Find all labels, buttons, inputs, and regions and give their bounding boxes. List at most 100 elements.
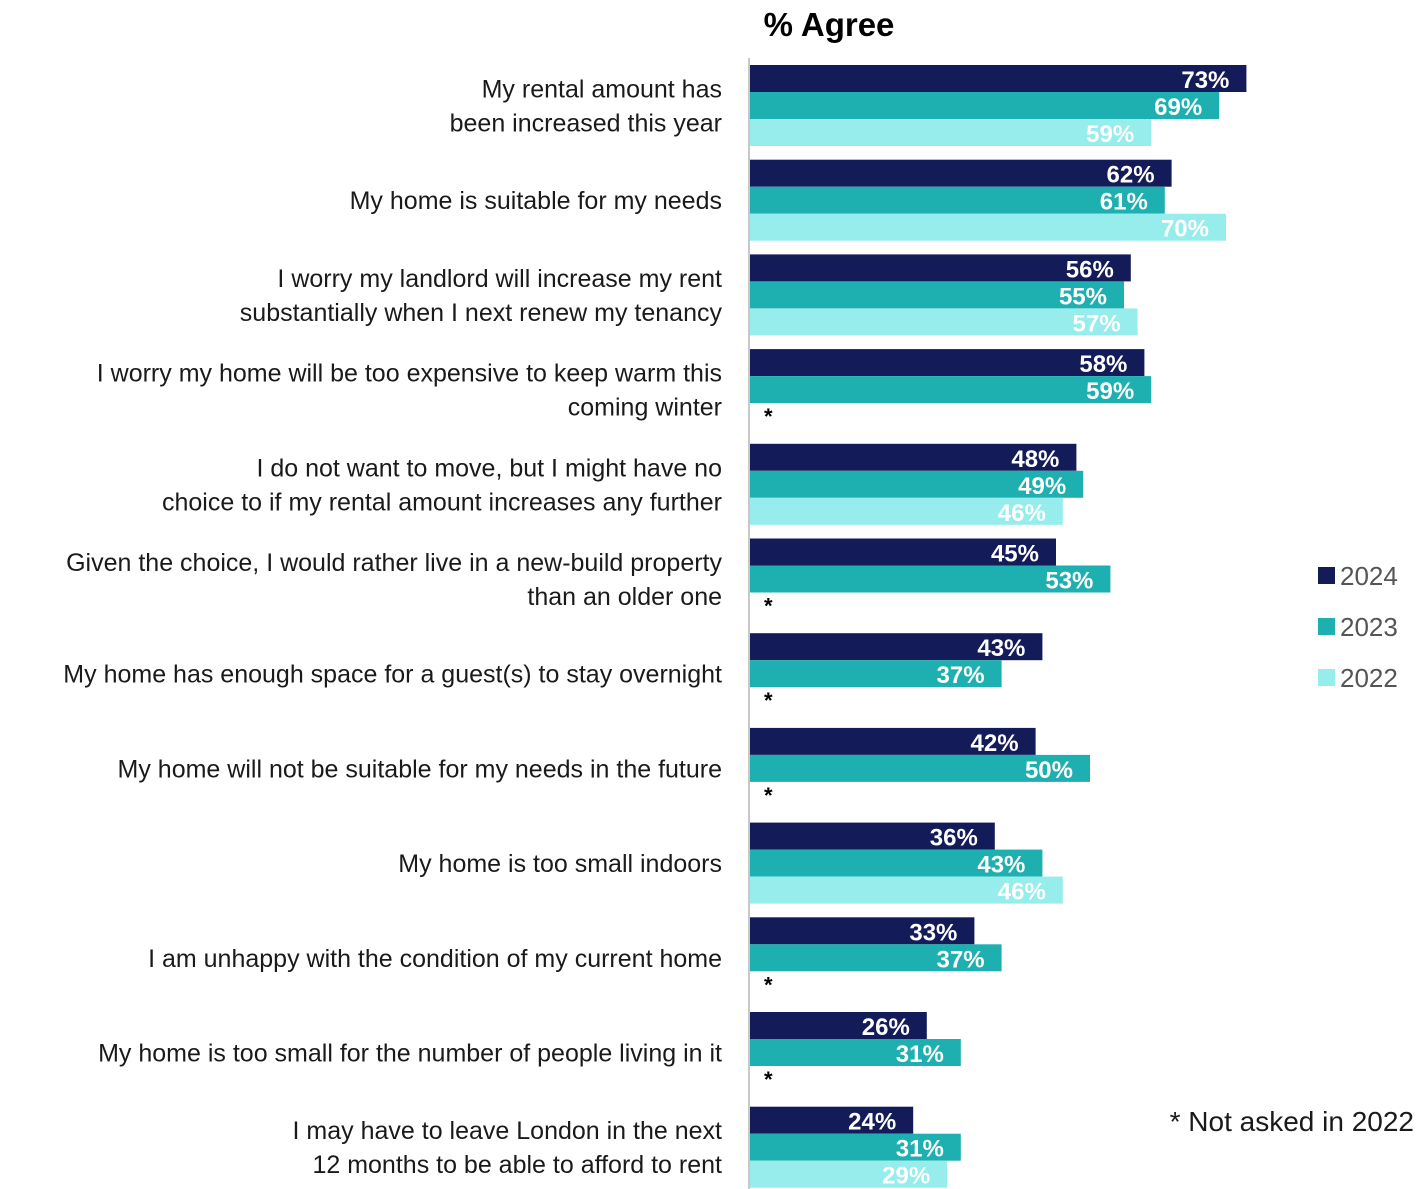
value-label: 49%: [1018, 473, 1066, 500]
category-label: My home will not be suitable for my need…: [118, 755, 722, 783]
not-asked-marker: *: [764, 688, 773, 713]
value-label: 62%: [1107, 162, 1155, 189]
not-asked-marker: *: [764, 404, 773, 429]
value-label: 48%: [1011, 446, 1059, 473]
category-label-line: substantially when I next renew my tenan…: [240, 299, 723, 327]
bar-2022: [750, 213, 1226, 241]
category-label-line: My home is too small indoors: [398, 850, 722, 878]
category-label-line: I worry my home will be too expensive to…: [97, 360, 722, 388]
bar-2023: [750, 281, 1124, 309]
value-label: 29%: [882, 1163, 930, 1189]
not-asked-marker: *: [764, 972, 773, 997]
bar-2023: [750, 1133, 961, 1161]
value-label: 59%: [1086, 121, 1134, 148]
bar-2023: [750, 376, 1152, 404]
value-label: 31%: [896, 1041, 944, 1068]
bar-2023: [750, 565, 1111, 593]
bar-2023: [750, 660, 1002, 688]
category-label-line: My home has enough space for a guest(s) …: [63, 661, 722, 689]
category-label: My home has enough space for a guest(s) …: [63, 661, 722, 689]
chart-title: % Agree: [764, 6, 895, 43]
category-label: I worry my landlord will increase my ren…: [240, 265, 723, 327]
bar-2023: [750, 92, 1220, 119]
value-label: 45%: [991, 541, 1039, 568]
category-label-line: been increased this year: [450, 110, 722, 138]
value-label: 42%: [971, 730, 1019, 757]
category-label: I do not want to move, but I might have …: [162, 454, 722, 516]
legend-swatch-2023: [1318, 618, 1335, 635]
value-label: 50%: [1025, 757, 1073, 784]
value-label: 61%: [1100, 189, 1148, 216]
not-asked-marker: *: [764, 783, 773, 808]
bar-2023: [750, 849, 1043, 877]
bar-2024: [750, 1106, 914, 1134]
legend: 2024 2023 2022: [1318, 561, 1398, 693]
bars: [750, 65, 1247, 1188]
value-label: 55%: [1059, 283, 1107, 310]
category-label-line: My home is too small for the number of p…: [98, 1040, 722, 1068]
value-label: 43%: [977, 635, 1025, 662]
value-label: 70%: [1161, 216, 1209, 243]
footnote: * Not asked in 2022: [1170, 1106, 1414, 1137]
bar-2024: [750, 443, 1077, 471]
bar-2022: [750, 119, 1152, 146]
category-label-line: I may have to leave London in the next: [293, 1117, 723, 1145]
value-label: 73%: [1181, 67, 1229, 94]
bar-2024: [750, 538, 1056, 566]
value-label: 46%: [998, 500, 1046, 527]
category-label: My home is too small indoors: [398, 850, 722, 878]
category-label-line: choice to if my rental amount increases …: [162, 488, 722, 516]
value-labels: 73%69%59%62%61%70%56%55%57%58%59%*48%49%…: [764, 67, 1229, 1189]
bar-2024: [750, 633, 1043, 661]
value-label: 26%: [862, 1014, 910, 1041]
category-label-line: 12 months to be able to afford to rent: [312, 1151, 722, 1179]
bar-2024: [750, 917, 975, 945]
value-label: 31%: [896, 1136, 944, 1163]
bar-2023: [750, 186, 1165, 214]
category-label: Given the choice, I would rather live in…: [66, 549, 722, 611]
value-label: 57%: [1073, 310, 1121, 337]
category-label-line: I worry my landlord will increase my ren…: [277, 265, 722, 293]
category-label-line: My home will not be suitable for my need…: [118, 755, 722, 783]
bar-2024: [750, 254, 1131, 282]
category-label: My home is suitable for my needs: [350, 187, 722, 215]
bar-2024: [750, 1012, 927, 1039]
bar-2023: [750, 754, 1090, 782]
bar-2024: [750, 822, 995, 850]
value-label: 43%: [977, 852, 1025, 879]
bar-2024: [750, 727, 1036, 755]
value-label: 33%: [909, 919, 957, 946]
legend-label-2023: 2023: [1340, 612, 1398, 642]
bar-2023: [750, 470, 1084, 498]
value-label: 53%: [1045, 568, 1093, 595]
category-label-line: Given the choice, I would rather live in…: [66, 549, 722, 577]
value-label: 59%: [1086, 378, 1134, 405]
bar-2023: [750, 1039, 961, 1066]
bar-2022: [750, 1160, 948, 1188]
category-label-line: My rental amount has: [482, 76, 722, 104]
category-label-line: I do not want to move, but I might have …: [256, 454, 722, 482]
category-label: I am unhappy with the condition of my cu…: [148, 945, 722, 973]
category-label-line: My home is suitable for my needs: [350, 187, 722, 215]
category-label: My home is too small for the number of p…: [98, 1040, 722, 1068]
legend-swatch-2024: [1318, 567, 1335, 584]
bar-2024: [750, 349, 1145, 377]
category-label: My rental amount has been increased this …: [450, 76, 722, 138]
value-label: 56%: [1066, 256, 1114, 283]
category-label-line: I am unhappy with the condition of my cu…: [148, 945, 722, 973]
bar-2024: [750, 65, 1247, 92]
value-label: 58%: [1079, 351, 1127, 378]
value-label: 36%: [930, 825, 978, 852]
bar-2022: [750, 497, 1063, 525]
not-asked-marker: *: [764, 1067, 773, 1092]
bar-2022: [750, 876, 1063, 904]
value-label: 37%: [937, 946, 985, 973]
legend-label-2022: 2022: [1340, 663, 1398, 693]
category-label: I worry my home will be too expensive to…: [97, 360, 722, 422]
legend-swatch-2022: [1318, 669, 1335, 686]
category-label-line: coming winter: [568, 394, 722, 422]
category-labels: My rental amount has been increased this …: [63, 76, 722, 1180]
legend-label-2024: 2024: [1340, 561, 1398, 591]
bar-2023: [750, 944, 1002, 972]
